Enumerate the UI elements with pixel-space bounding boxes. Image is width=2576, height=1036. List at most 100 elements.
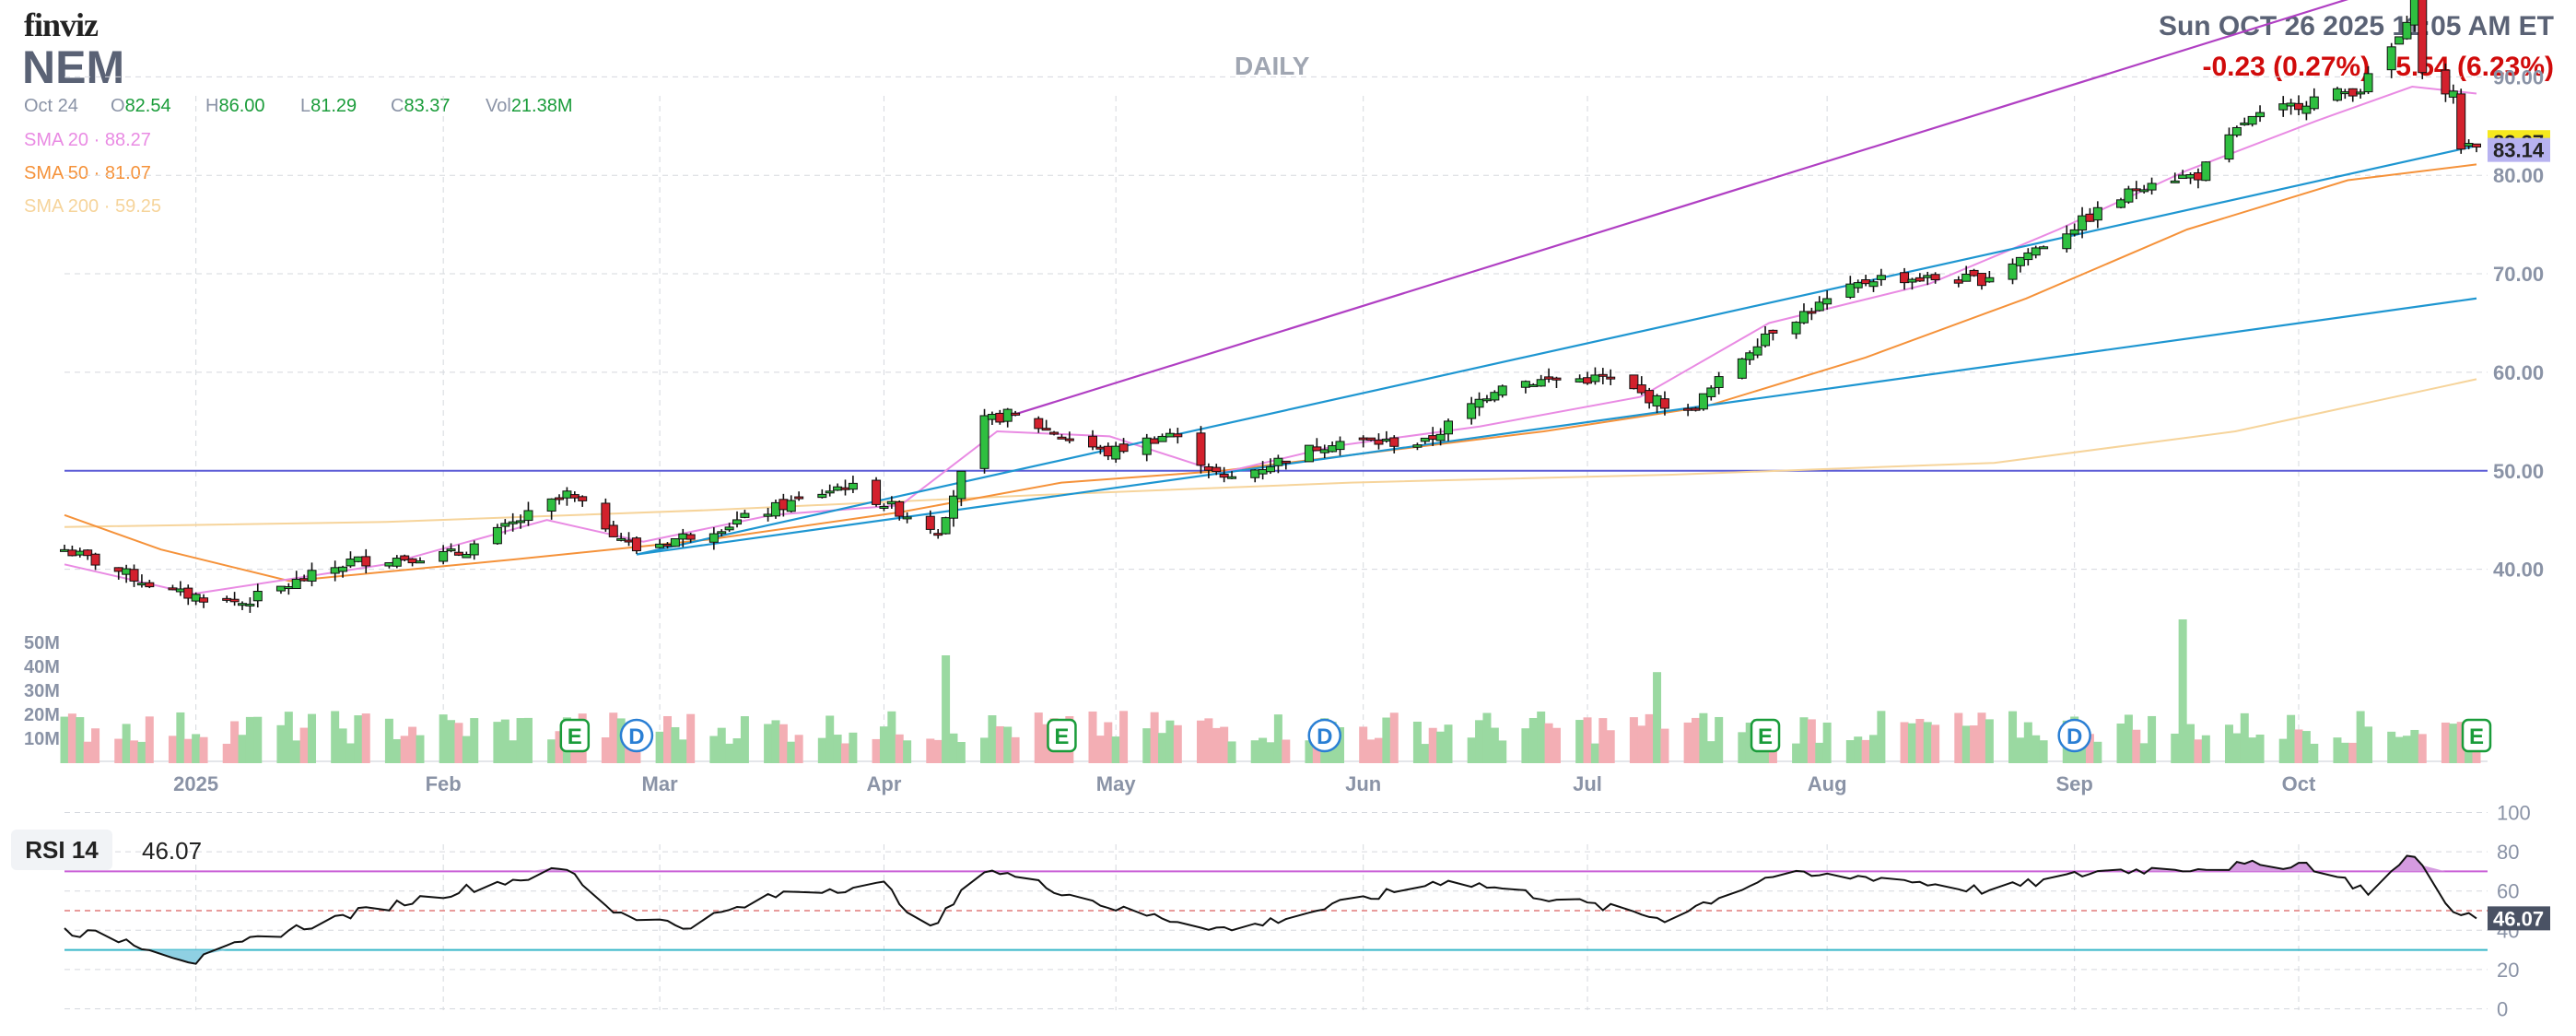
price-axis-label: 70.00 bbox=[2493, 263, 2544, 286]
volume-bar bbox=[1907, 723, 1916, 763]
volume-bar bbox=[1011, 736, 1020, 763]
volume-bar bbox=[2340, 742, 2349, 763]
candle-body bbox=[562, 490, 572, 499]
candle-body bbox=[655, 543, 665, 548]
volume-bar bbox=[1877, 711, 1886, 763]
volume-bar bbox=[1359, 726, 1368, 763]
trendline bbox=[1007, 0, 2349, 418]
volume-bar bbox=[122, 724, 131, 763]
volume-bar bbox=[1575, 720, 1585, 763]
volume-bar bbox=[354, 715, 363, 763]
candle-body bbox=[1822, 298, 1832, 305]
volume-bar bbox=[1699, 712, 1708, 763]
candle-body bbox=[678, 533, 688, 540]
candle-body bbox=[763, 513, 773, 517]
candle-body bbox=[237, 603, 247, 606]
finviz-logo[interactable]: finviz bbox=[24, 6, 99, 43]
candle-body bbox=[717, 531, 727, 535]
trendline bbox=[636, 145, 2477, 556]
candle-body bbox=[779, 499, 789, 511]
volume-bar bbox=[764, 724, 773, 763]
candle-body bbox=[1798, 311, 1809, 324]
candle-body bbox=[2039, 246, 2049, 250]
candle-body bbox=[2348, 88, 2358, 97]
volume-bar bbox=[1042, 724, 1051, 763]
candle-body bbox=[330, 567, 340, 574]
volume-bar bbox=[276, 724, 286, 763]
volume-bar bbox=[2016, 737, 2025, 763]
volume-bar bbox=[879, 726, 888, 763]
candle-body bbox=[191, 594, 201, 602]
candle-body bbox=[1737, 358, 1747, 379]
volume-bar bbox=[2116, 723, 2125, 763]
volume-bar bbox=[1366, 739, 1376, 763]
rsi-label[interactable]: RSI 14 bbox=[11, 830, 112, 870]
candle-body bbox=[2464, 143, 2474, 147]
volume-bar bbox=[470, 718, 479, 763]
volume-bar bbox=[956, 742, 966, 763]
candle-body bbox=[1389, 437, 1399, 447]
candle-body bbox=[1049, 431, 1060, 435]
volume-bar bbox=[2402, 736, 2411, 763]
candle-body bbox=[1474, 398, 1484, 408]
candle-body bbox=[1814, 301, 1824, 312]
volume-bar bbox=[1745, 723, 1754, 763]
ohlc-high: H86.00 bbox=[205, 96, 265, 116]
candle-body bbox=[1659, 398, 1669, 409]
candle-body bbox=[1520, 381, 1530, 388]
candle-body bbox=[1528, 383, 1539, 387]
volume-bar bbox=[601, 737, 610, 763]
volume-bar bbox=[1799, 717, 1809, 763]
candle-body bbox=[2409, 0, 2419, 26]
volume-bar bbox=[1660, 728, 1669, 763]
volume-bar bbox=[183, 738, 193, 763]
volume-bar bbox=[168, 736, 177, 763]
candle-body bbox=[1328, 445, 1338, 453]
candle-body bbox=[361, 556, 371, 567]
volume-bar bbox=[547, 739, 556, 763]
candle-body bbox=[1930, 274, 1940, 281]
candle-body bbox=[732, 519, 743, 525]
candle-body bbox=[407, 558, 417, 564]
volume-bar bbox=[1537, 711, 1546, 763]
volume-bar bbox=[2356, 711, 2365, 763]
volume-bar bbox=[493, 722, 502, 763]
time-axis-label: Jun bbox=[1345, 772, 1381, 795]
candle-body bbox=[1203, 465, 1213, 471]
candle-body bbox=[1304, 444, 1314, 463]
candle-body bbox=[2116, 199, 2126, 208]
volume-bar bbox=[1467, 737, 1476, 763]
volume-bar bbox=[439, 714, 448, 763]
dividend-marker bbox=[1307, 718, 1341, 753]
volume-bar bbox=[245, 716, 254, 763]
volume-bar bbox=[825, 715, 835, 763]
rsi-tag: 46.07 bbox=[2493, 907, 2544, 930]
price-axis-label: 40.00 bbox=[2493, 559, 2544, 582]
volume-bar bbox=[2418, 734, 2427, 763]
time-axis-label: Feb bbox=[426, 772, 462, 795]
candle-body bbox=[1606, 376, 1616, 380]
candle-body bbox=[492, 526, 502, 545]
volume-bar bbox=[299, 727, 309, 763]
candle-body bbox=[1335, 441, 1345, 451]
volume-bar bbox=[1637, 725, 1646, 763]
candle-body bbox=[879, 505, 889, 509]
candle-body bbox=[1636, 384, 1646, 394]
volume-bar bbox=[1212, 727, 1221, 763]
rsi-value: 46.07 bbox=[142, 837, 203, 865]
volume-bar bbox=[1590, 743, 1599, 763]
volume-bar bbox=[609, 712, 618, 763]
volume-bar bbox=[2078, 740, 2087, 763]
volume-bar bbox=[2194, 739, 2203, 763]
candle-body bbox=[60, 548, 69, 552]
candle-body bbox=[2201, 161, 2211, 182]
candle-body bbox=[1714, 376, 1724, 388]
candle-body bbox=[1752, 346, 1762, 356]
candle-body bbox=[1544, 376, 1554, 380]
candle-body bbox=[291, 578, 301, 590]
volume-bar bbox=[176, 712, 185, 763]
chart-period[interactable]: DAILY bbox=[1235, 52, 1310, 80]
volume-bar bbox=[253, 716, 263, 763]
volume-bar bbox=[849, 732, 858, 763]
